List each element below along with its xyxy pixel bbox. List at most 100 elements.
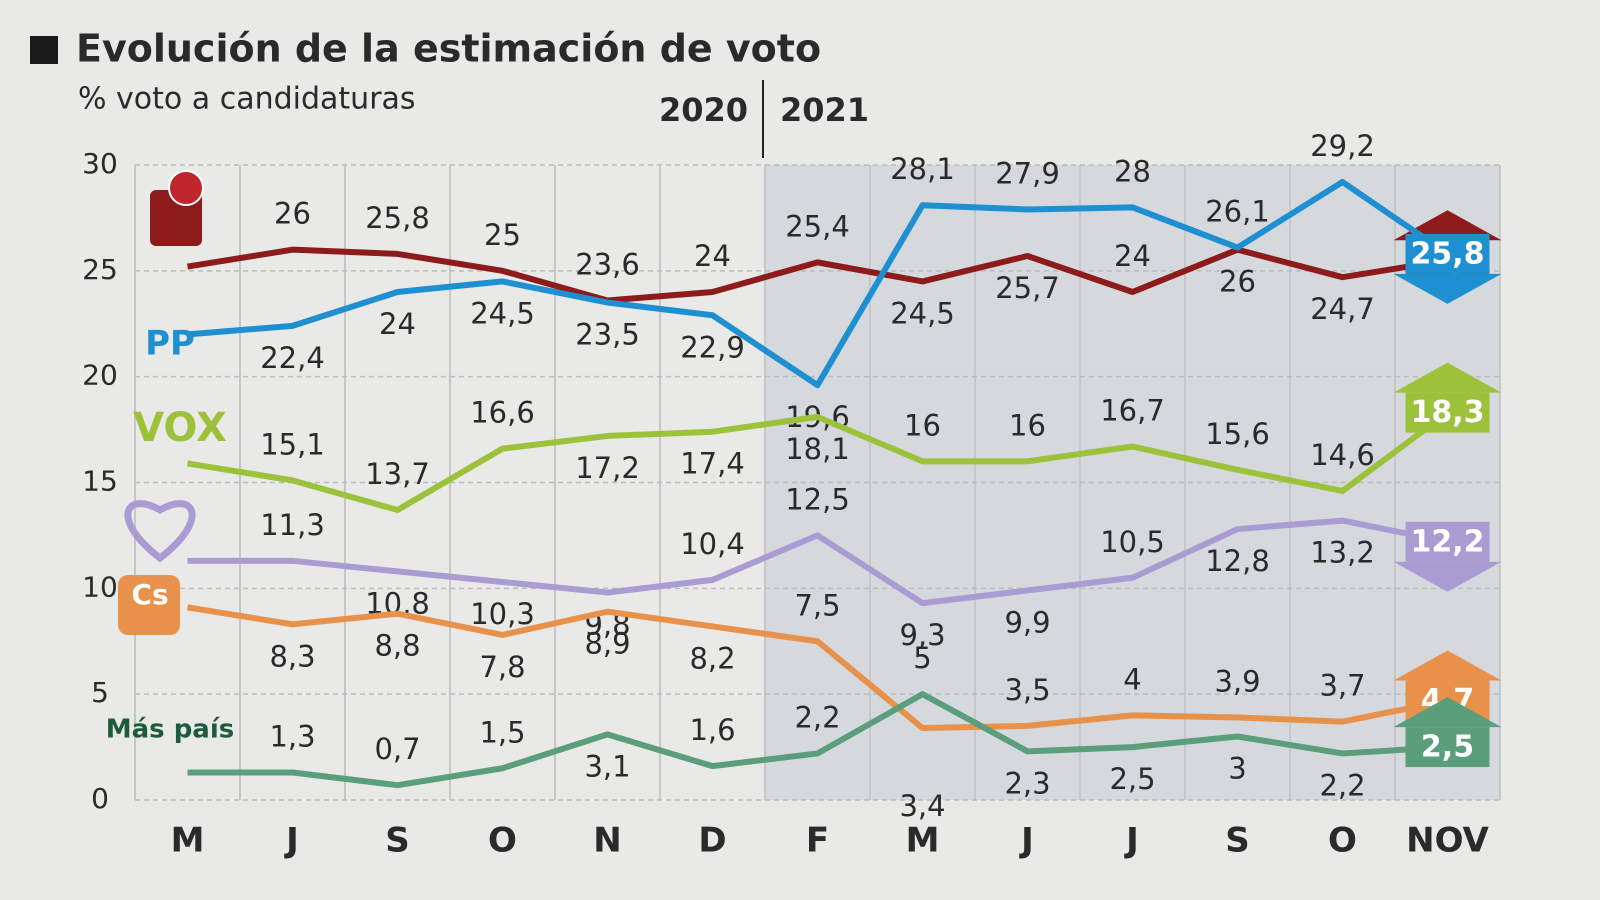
- data-label: 23,5: [575, 318, 640, 352]
- x-tick-label: M: [171, 821, 205, 861]
- data-label: 12,5: [785, 482, 850, 516]
- y-tick-label: 5: [91, 676, 109, 709]
- data-label: 23,6: [575, 247, 640, 281]
- data-label: 26: [1219, 265, 1256, 299]
- year-label: 2021: [780, 91, 869, 129]
- x-tick-label: S: [1225, 821, 1250, 861]
- data-label: 7,5: [794, 588, 840, 622]
- series-line: [187, 178, 1450, 389]
- end-arrow: [1393, 561, 1502, 592]
- data-label: 7,8: [479, 650, 525, 684]
- y-tick-label: 25: [82, 253, 118, 286]
- x-tick-label: NOV: [1406, 821, 1489, 861]
- data-label: 24,5: [890, 296, 955, 330]
- data-label: 4: [1123, 662, 1141, 696]
- series-line: [187, 410, 1450, 514]
- x-tick-label: O: [488, 821, 517, 861]
- data-label: 16,7: [1100, 394, 1165, 428]
- data-label: 8,9: [584, 627, 630, 661]
- psoe-rose: [168, 170, 204, 206]
- data-label: 10,4: [680, 527, 745, 561]
- data-label: 2,3: [1004, 766, 1050, 800]
- end-arrow: [1393, 273, 1502, 304]
- data-label: 16: [904, 408, 941, 442]
- data-label: 24: [694, 239, 731, 273]
- data-label: 3,7: [1319, 669, 1365, 703]
- data-label: 24,7: [1310, 292, 1375, 326]
- data-label: 5: [913, 641, 931, 675]
- data-label: 15,1: [260, 427, 325, 461]
- y-tick-label: 0: [91, 782, 109, 815]
- data-label: 12,8: [1205, 544, 1270, 578]
- data-label: 26: [274, 197, 311, 231]
- data-label: 3,9: [1214, 664, 1260, 698]
- data-label: 8,8: [374, 629, 420, 663]
- data-label: 15,6: [1205, 417, 1270, 451]
- data-label: 1,6: [689, 713, 735, 747]
- series-line: [187, 691, 1448, 789]
- data-label: 3,4: [899, 789, 945, 823]
- x-tick-label: F: [806, 821, 829, 861]
- end-arrow: [1393, 650, 1502, 681]
- data-label: 13,2: [1310, 536, 1375, 570]
- legend-entry: Más país: [106, 715, 235, 745]
- data-label: 17,4: [680, 447, 745, 481]
- x-tick-label: S: [385, 821, 410, 861]
- data-label: 11,3: [260, 508, 325, 542]
- year-label: 2020: [659, 91, 748, 129]
- data-label: 9,3: [899, 618, 945, 652]
- end-label: 2,5: [1421, 730, 1474, 765]
- data-label: 2,5: [1109, 762, 1155, 796]
- data-label: 3,5: [1004, 673, 1050, 707]
- y-tick-label: 10: [82, 570, 118, 603]
- legend: PP VOX Cs Más país: [106, 170, 235, 745]
- x-tick-label: O: [1328, 821, 1357, 861]
- x-tick-label: J: [1124, 821, 1139, 861]
- end-box: [1405, 392, 1490, 433]
- data-label: 26,1: [1205, 195, 1270, 229]
- data-label: 8,3: [269, 639, 315, 673]
- x-tick-label: J: [284, 821, 299, 861]
- data-label: 2,2: [1319, 768, 1365, 802]
- data-label: 13,7: [365, 457, 430, 491]
- data-label: 1,5: [479, 715, 525, 749]
- data-label: 24: [1114, 239, 1151, 273]
- data-label: 10,5: [1100, 525, 1165, 559]
- data-label: 3: [1228, 752, 1246, 786]
- data-label: 8,2: [689, 641, 735, 675]
- title-marker: [30, 36, 58, 64]
- chart-title: Evolución de la estimación de voto: [76, 27, 821, 71]
- subtitle: % voto a candidaturas: [78, 82, 416, 117]
- data-label: 27,9: [995, 156, 1060, 190]
- data-label: 2,2: [794, 700, 840, 734]
- data-label: 17,2: [575, 451, 640, 485]
- data-label: 16,6: [470, 396, 535, 430]
- end-label: 18,3: [1410, 395, 1484, 430]
- data-label: 28,1: [890, 152, 955, 186]
- podemos-logo: [124, 500, 196, 563]
- data-label: 29,2: [1310, 129, 1375, 163]
- data-label: 25: [484, 218, 521, 252]
- legend-entry: Cs: [131, 578, 168, 611]
- data-label: 3,1: [584, 749, 630, 783]
- y-tick-label: 20: [82, 359, 118, 392]
- end-arrow: [1393, 697, 1502, 728]
- x-tick-label: N: [593, 821, 621, 861]
- data-label: 9,9: [1004, 605, 1050, 639]
- legend-entry: VOX: [133, 405, 227, 451]
- legend-entry: PP: [145, 324, 195, 364]
- data-label: 25,8: [365, 201, 430, 235]
- data-label: 10,3: [470, 597, 535, 631]
- data-label: 24,5: [470, 296, 535, 330]
- data-label: 24: [379, 307, 416, 341]
- end-box: [1405, 727, 1490, 768]
- data-label: 0,7: [374, 732, 420, 766]
- data-label: 25,4: [785, 209, 850, 243]
- x-tick-label: D: [698, 821, 726, 861]
- y-tick-label: 15: [82, 465, 118, 498]
- end-arrow: [1393, 362, 1502, 393]
- data-label: 28: [1114, 154, 1151, 188]
- series-line: [187, 517, 1449, 607]
- y-tick-label: 30: [82, 147, 118, 180]
- end-label: 12,2: [1410, 524, 1484, 559]
